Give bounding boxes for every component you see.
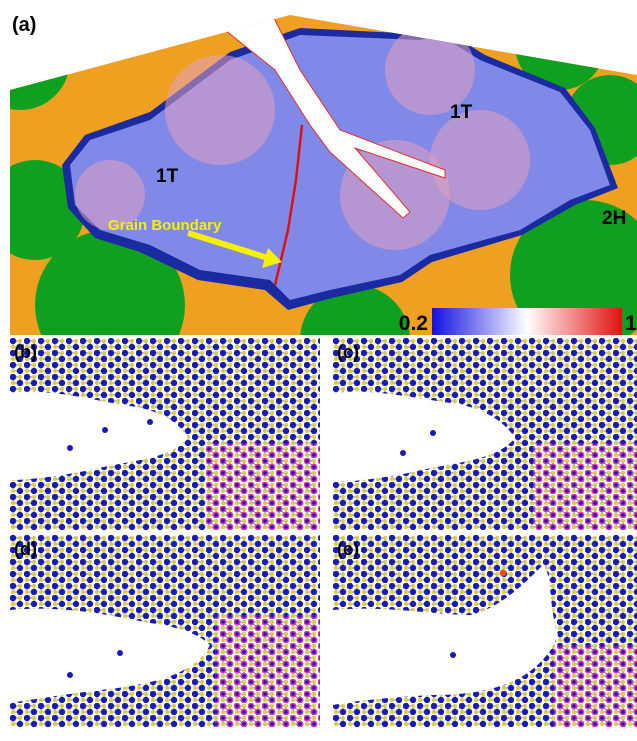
lattice-1t — [533, 443, 637, 530]
atom — [102, 427, 108, 433]
panel-label: (a) — [12, 14, 36, 36]
region-label: 1T — [156, 166, 179, 187]
panel-label: (b) — [14, 342, 37, 362]
panel-e — [333, 535, 637, 741]
atom — [147, 419, 153, 425]
colorbar-min: 0.2 — [399, 312, 428, 335]
region — [165, 55, 275, 165]
atom — [67, 445, 73, 451]
crack-top — [200, 0, 272, 14]
panel-label: (c) — [337, 342, 359, 362]
figure: (a) 1T 1T 2H Grain Boundary 0.2 1 (b) (c… — [0, 0, 637, 741]
panel-label: (e) — [337, 539, 359, 559]
atom — [67, 672, 73, 678]
lattice-1t — [205, 443, 320, 530]
panel-b — [10, 338, 320, 530]
page: (a) 1T 1T 2H Grain Boundary 0.2 1 (b) (c… — [0, 0, 637, 741]
annotation: Grain Boundary — [108, 217, 222, 234]
colorbar — [432, 308, 622, 335]
region-label: 1T — [450, 102, 473, 123]
lattice-1t — [215, 615, 320, 741]
atom — [450, 652, 456, 658]
atom — [117, 650, 123, 656]
panel-label: (d) — [14, 539, 37, 559]
atom — [500, 570, 507, 577]
colorbar-max: 1 — [625, 312, 637, 335]
region-label: 2H — [602, 208, 626, 229]
atom — [400, 450, 406, 456]
atom — [430, 430, 436, 436]
panel-a-scene — [0, 0, 637, 395]
panel-d — [10, 535, 320, 741]
panel-c — [333, 338, 637, 530]
lattice-1t — [553, 645, 637, 741]
